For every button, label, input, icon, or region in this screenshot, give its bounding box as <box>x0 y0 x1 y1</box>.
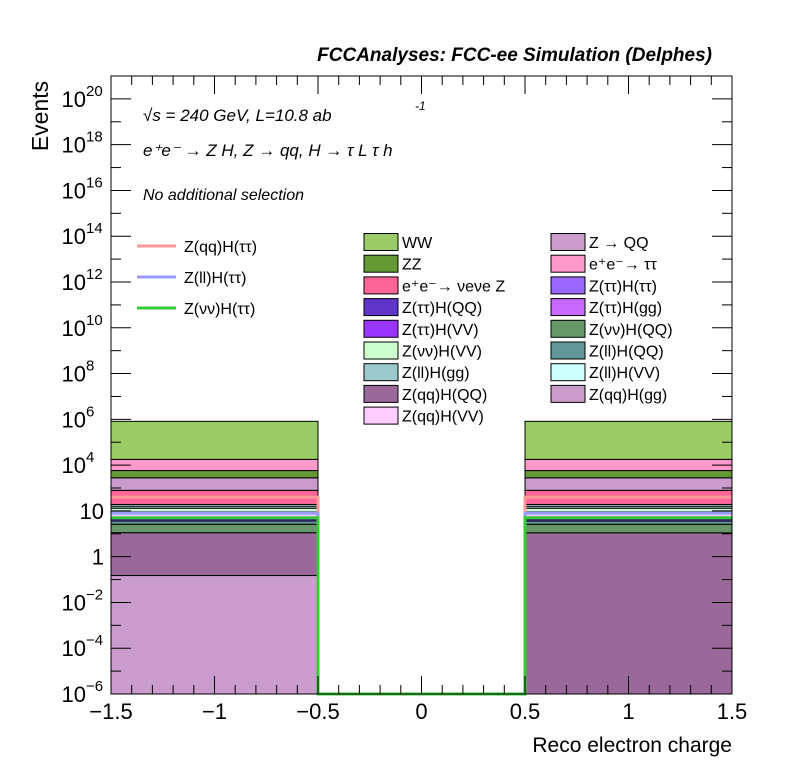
bar-z-h-vv-bin-1 <box>524 507 733 513</box>
legend-swatch-z-qq-h-vv <box>363 406 399 425</box>
x-tick-label: −1.5 <box>89 699 132 724</box>
legend-label-z-qq-h: Z(qq)H(ττ) <box>184 239 257 256</box>
x-tick-label: −1 <box>202 699 227 724</box>
legend-label-z-h-vv: Z(νν)H(VV) <box>402 344 482 361</box>
legend-label-z-ll-h-qq: Z(ll)H(QQ) <box>589 344 664 361</box>
y-tick-exponent: −4 <box>86 632 103 649</box>
x-axis-label: Reco electron charge <box>532 734 732 757</box>
y-tick-label: 10 <box>62 178 86 203</box>
bar-z-qq-bin-1 <box>524 477 733 491</box>
legend-swatch-z-h-vv <box>363 319 399 338</box>
y-tick-label: 10 <box>62 224 86 249</box>
bar-z-h-vv-bin-0 <box>110 507 319 513</box>
y-tick-exponent: 4 <box>86 449 94 466</box>
legend-swatch-z-h-qq <box>363 298 399 317</box>
legend-swatch-ww <box>363 233 399 251</box>
bar-zz-bin-0 <box>110 470 319 479</box>
legend-swatch-z-ll-h-vv <box>550 363 586 382</box>
y-tick-exponent: −2 <box>86 586 103 603</box>
legend-swatch-z-qq-h-qq <box>363 384 399 403</box>
bar-e-e-bin-0 <box>110 458 319 472</box>
legend-swatch-z-h-vv <box>363 341 399 360</box>
y-tick-exponent: 16 <box>86 174 103 191</box>
selection-annotation: No additional selection <box>143 187 304 204</box>
bar-e-e-bin-1 <box>524 458 733 472</box>
energy-annotation: √s = 240 GeV, L=10.8 ab <box>143 106 332 125</box>
energy-annotation-superscript: -1 <box>415 99 426 113</box>
legend-swatch-e-e-e-e-z <box>363 276 399 295</box>
legend-label-ww: WW <box>402 235 433 252</box>
y-tick-label: 10 <box>62 590 86 615</box>
y-tick-label: 10 <box>62 636 86 661</box>
legend-swatch-e-e <box>550 254 586 273</box>
legend-swatch-z-ll-h-qq <box>550 341 586 360</box>
bar-z-qq-h-gg-bin-0 <box>110 575 319 695</box>
x-tick-label: 1 <box>622 699 634 724</box>
legend-label-z-h: Z(ττ)H(ττ) <box>589 278 657 295</box>
legend-label-z-h-qq: Z(ττ)H(QQ) <box>402 300 482 317</box>
y-tick-exponent: 14 <box>86 220 103 237</box>
y-tick-label: 10 <box>62 362 86 387</box>
x-tick-label: 0 <box>415 699 427 724</box>
legend-swatch-z-qq-h-gg <box>550 384 586 403</box>
y-tick-label: 10 <box>62 316 86 341</box>
legend-label-z-h-qq: Z(νν)H(QQ) <box>589 322 673 339</box>
legend-swatch-zz <box>363 254 399 273</box>
process-annotation: e⁺e⁻ → Z H, Z → qq, H → τ L τ h <box>143 141 393 160</box>
legend-label-z-qq: Z → QQ <box>589 235 649 252</box>
legend-label-z-qq-h-qq: Z(qq)H(QQ) <box>402 387 487 404</box>
y-tick-exponent: 18 <box>86 129 103 146</box>
y-tick-label: 10 <box>62 453 86 478</box>
bar-z-h-qq-bin-1 <box>524 523 733 534</box>
legend-label-zz: ZZ <box>402 257 422 274</box>
y-tick-exponent: 8 <box>86 358 94 375</box>
y-tick-label: 1 <box>92 545 104 570</box>
legend: Z(qq)H(ττ) Z(ll)H(ττ) Z(νν)H(ττ) WW Z → QQ ZZ… <box>137 233 673 426</box>
x-tick-label: 0.5 <box>510 699 541 724</box>
legend-swatch-z-qq <box>550 233 586 251</box>
legend-swatch-z-ll-h-gg <box>363 363 399 382</box>
y-tick-exponent: 10 <box>86 312 103 329</box>
bar-z-h-qq-bin-0 <box>110 523 319 534</box>
legend-swatch-z-h <box>550 276 586 295</box>
bar-zz-bin-1 <box>524 470 733 479</box>
y-tick-label: 10 <box>62 270 86 295</box>
legend-swatch-z-h-gg <box>550 298 586 317</box>
y-tick-label: 10 <box>80 499 104 524</box>
y-tick-label: 10 <box>62 87 86 112</box>
bar-z-qq-h-qq-bin-0 <box>110 532 319 577</box>
y-axis-label: Events <box>27 81 53 151</box>
legend-label-z-ll-h: Z(ll)H(ττ) <box>184 270 246 287</box>
y-tick-label: 10 <box>62 407 86 432</box>
x-tick-label: 1.5 <box>717 699 748 724</box>
bar-z-qq-h-qq-bin-1 <box>524 532 733 695</box>
y-tick-exponent: 6 <box>86 403 94 420</box>
legend-label-z-h-gg: Z(ττ)H(gg) <box>589 300 662 317</box>
bar-ww-bin-1 <box>524 420 733 460</box>
legend-label-e-e-e-e-z: e⁺e⁻→ νeνe Z <box>402 278 505 295</box>
legend-label-z-h-vv: Z(ττ)H(VV) <box>402 322 479 339</box>
bar-z-qq-bin-0 <box>110 477 319 491</box>
y-tick-exponent: −6 <box>86 678 103 695</box>
y-tick-label: 10 <box>62 682 86 707</box>
bar-ww-bin-0 <box>110 420 319 460</box>
legend-label-e-e: e⁺e⁻→ ττ <box>589 257 657 274</box>
legend-label-z-qq-h-gg: Z(qq)H(gg) <box>589 387 667 404</box>
x-tick-label: −0.5 <box>296 699 339 724</box>
legend-label-z-h: Z(νν)H(ττ) <box>184 301 255 318</box>
chart-title: FCCAnalyses: FCC-ee Simulation (Delphes) <box>317 45 712 66</box>
y-tick-exponent: 20 <box>86 83 103 100</box>
legend-label-z-qq-h-vv: Z(qq)H(VV) <box>402 409 484 426</box>
y-tick-exponent: 12 <box>86 266 103 283</box>
legend-label-z-ll-h-vv: Z(ll)H(VV) <box>589 365 660 382</box>
y-tick-label: 10 <box>62 133 86 158</box>
legend-swatch-z-h-qq <box>550 319 586 338</box>
legend-label-z-ll-h-gg: Z(ll)H(gg) <box>402 365 470 382</box>
